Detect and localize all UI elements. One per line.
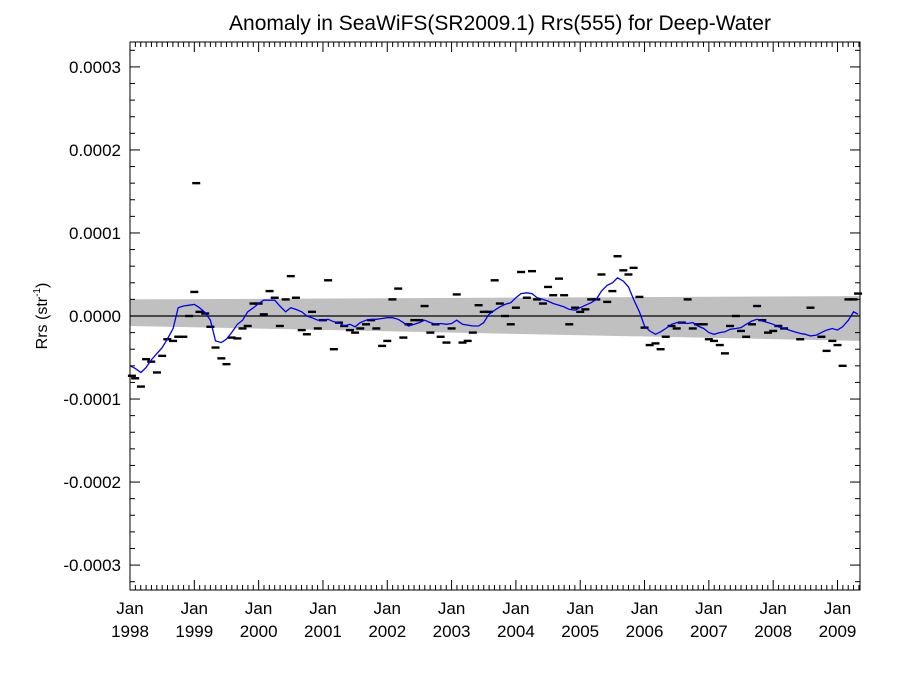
y-axis-label-superscript: -1 — [32, 288, 43, 297]
y-tick-label: 0.0000 — [69, 307, 121, 326]
x-tick-label-month: Jan — [824, 599, 851, 618]
y-axis-label-main: Rrs (str — [34, 296, 51, 349]
x-tick-label-month: Jan — [502, 599, 529, 618]
x-tick-label-month: Jan — [245, 599, 272, 618]
x-tick-label-year: 2001 — [304, 622, 342, 641]
x-tick-label-year: 2007 — [690, 622, 728, 641]
x-tick-label-month: Jan — [631, 599, 658, 618]
x-tick-label-year: 2006 — [626, 622, 664, 641]
y-tick-label: -0.0003 — [63, 556, 121, 575]
x-tick-label-year: 1999 — [175, 622, 213, 641]
x-tick-label-month: Jan — [181, 599, 208, 618]
x-tick-label-month: Jan — [695, 599, 722, 618]
x-tick-label-year: 2004 — [497, 622, 535, 641]
x-tick-label-month: Jan — [567, 599, 594, 618]
y-tick-label: 0.0001 — [69, 224, 121, 243]
chart-title: Anomaly in SeaWiFS(SR2009.1) Rrs(555) fo… — [229, 12, 771, 35]
plot-frame — [129, 41, 861, 591]
x-tick-labels: Jan 1998 Jan 1999 Jan 2000 Jan 2001 Jan 2002 Jan 20… — [111, 599, 856, 641]
x-tick-label-year: 2009 — [819, 622, 857, 641]
confidence-band — [130, 296, 860, 341]
x-tick-label-month: Jan — [374, 599, 401, 618]
x-tick-label-year: 2003 — [433, 622, 471, 641]
smoothed-trend-line — [129, 276, 859, 374]
x-tick-label-month: Jan — [309, 599, 336, 618]
y-axis-label: Rrs (str-1) — [32, 283, 51, 350]
x-tick-label-year: 2002 — [368, 622, 406, 641]
x-tick-label-year: 1998 — [111, 622, 149, 641]
y-tick-label: -0.0002 — [63, 473, 121, 492]
x-tick-label-month: Jan — [116, 599, 143, 618]
x-tick-label-year: 2000 — [240, 622, 278, 641]
scatter-points — [127, 181, 863, 388]
plot-area — [127, 41, 863, 591]
axis-ticks — [129, 42, 860, 590]
x-tick-label-month: Jan — [438, 599, 465, 618]
y-tick-label: 0.0002 — [69, 141, 121, 160]
y-tick-label: 0.0003 — [69, 58, 121, 77]
y-tick-labels: 0.0003 0.0002 0.0001 0.0000 -0.0001 -0.0002 -0… — [63, 58, 121, 575]
x-tick-label-year: 2008 — [754, 622, 792, 641]
x-tick-label-year: 2005 — [561, 622, 599, 641]
y-axis-label-close: ) — [34, 283, 51, 288]
x-tick-label-month: Jan — [759, 599, 786, 618]
y-tick-label: -0.0001 — [63, 390, 121, 409]
